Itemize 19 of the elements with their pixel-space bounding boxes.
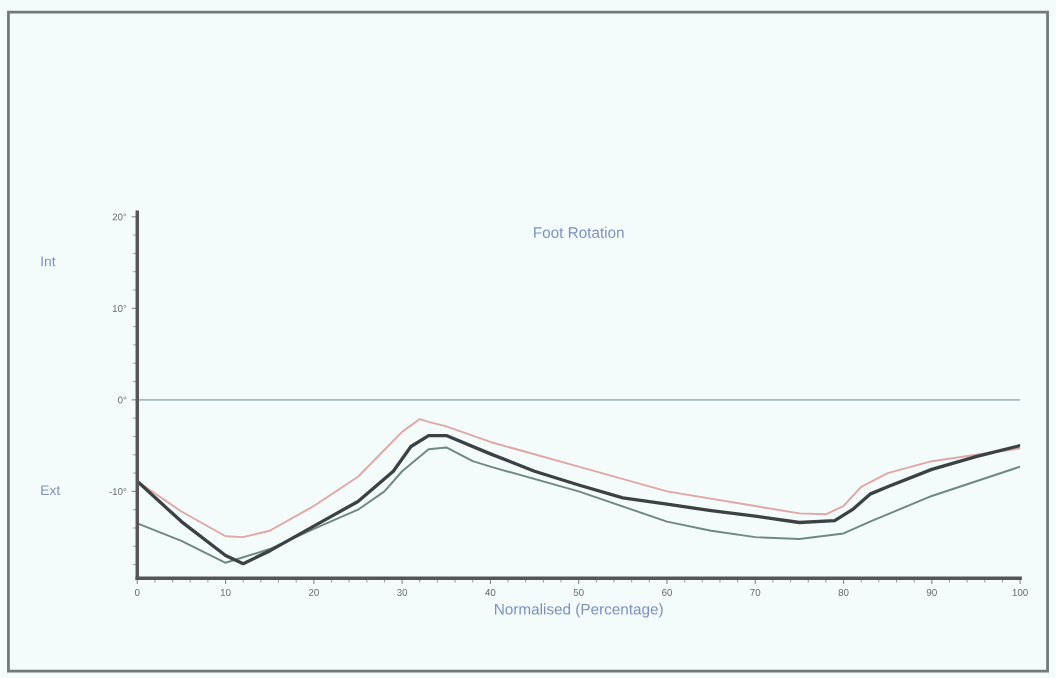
text: Ext: [41, 485, 61, 496]
y-tick-label: 20°: [112, 213, 127, 221]
x-tick-label: 90: [926, 589, 937, 596]
x-tick-label: 40: [485, 589, 496, 596]
x-axis-title: Normalised (Percentage): [495, 603, 663, 618]
text: Int: [41, 256, 56, 267]
x-tick-label: 10: [220, 589, 231, 596]
x-tick-label: 100: [1012, 589, 1028, 596]
y-tick-label: 0°: [117, 396, 127, 404]
x-tick-label: 20: [308, 589, 319, 596]
x-tick-label: 80: [838, 589, 849, 596]
x-tick-label: 0: [134, 589, 140, 596]
text: Foot Rotation: [534, 226, 624, 238]
y-tick-label: 10°: [112, 305, 127, 312]
x-tick-label: 50: [573, 589, 584, 596]
x-tick-label: 30: [397, 589, 408, 596]
y-tick-label: -10°: [109, 488, 127, 495]
x-tick-label: 60: [662, 589, 672, 596]
x-tick-label: 70: [750, 589, 761, 596]
